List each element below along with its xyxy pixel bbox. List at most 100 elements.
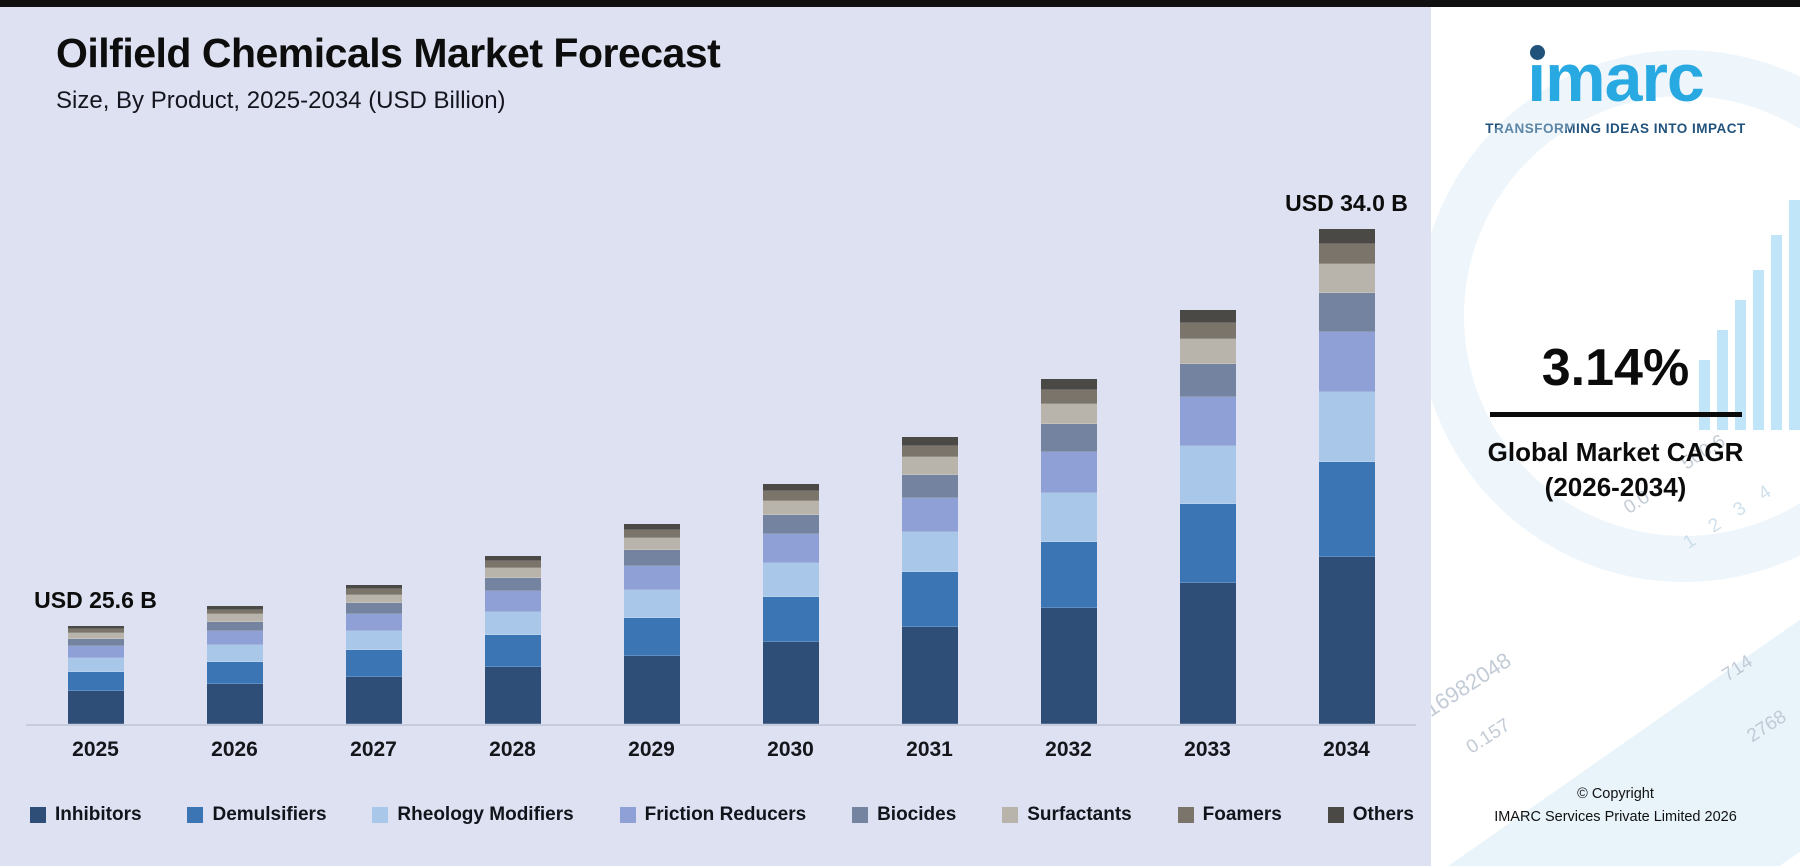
segment-inhibitors-2033 [1179, 583, 1236, 724]
segment-demulsifiers-2027 [345, 650, 402, 677]
segment-biocides-2027 [345, 602, 402, 615]
segment-friction-reducers-2027 [345, 614, 402, 632]
segment-others-2026 [206, 606, 263, 610]
segment-demulsifiers-2026 [206, 661, 263, 684]
stacked-bar-2028 [484, 556, 541, 724]
chart-header: Oilfield Chemicals Market Forecast Size,… [56, 30, 721, 115]
segment-others-2029 [623, 524, 680, 531]
segment-friction-reducers-2032 [1040, 452, 1097, 494]
segment-demulsifiers-2032 [1040, 541, 1097, 608]
segment-foamers-2026 [206, 609, 263, 615]
decor-bar [1753, 270, 1764, 430]
segment-others-2030 [762, 484, 819, 492]
segment-surfactants-2025 [67, 632, 124, 639]
x-tick-2032: 2032 [1045, 738, 1092, 761]
legend-swatch-biocides [852, 807, 869, 823]
legend-swatch-rheology-modifiers [372, 807, 389, 823]
x-tick-2029: 2029 [628, 738, 675, 761]
segment-biocides-2032 [1040, 424, 1097, 453]
bar-column-2034: USD 34.0 B [1277, 170, 1416, 724]
segment-biocides-2034 [1318, 293, 1375, 333]
legend-item-rheology-modifiers: Rheology Modifiers [372, 804, 574, 826]
segment-biocides-2028 [484, 578, 541, 592]
legend-label-foamers: Foamers [1202, 804, 1282, 825]
segment-demulsifiers-2025 [67, 671, 124, 691]
segment-inhibitors-2029 [623, 655, 680, 724]
decor-bar [1771, 235, 1782, 430]
x-tick-2027: 2027 [350, 738, 397, 761]
segment-rheology-modifiers-2031 [901, 532, 958, 573]
segment-biocides-2029 [623, 550, 680, 566]
copyright-line2: IMARC Services Private Limited 2026 [1494, 808, 1737, 825]
segment-others-2028 [484, 556, 541, 562]
legend-swatch-surfactants [1002, 807, 1019, 823]
legend-label-rheology-modifiers: Rheology Modifiers [397, 804, 574, 825]
segment-rheology-modifiers-2034 [1318, 392, 1375, 462]
segment-others-2031 [901, 437, 958, 447]
stacked-bar-2032 [1040, 379, 1097, 724]
bar-column-2029 [582, 170, 721, 724]
decor-number: 0.157 [1462, 714, 1515, 759]
legend-item-demulsifiers: Demulsifiers [187, 804, 327, 826]
top-border [0, 0, 1800, 7]
legend-item-foamers: Foamers [1177, 804, 1282, 826]
segment-surfactants-2029 [623, 538, 680, 551]
legend-item-biocides: Biocides [852, 804, 956, 826]
segment-inhibitors-2027 [345, 677, 402, 724]
segment-surfactants-2032 [1040, 403, 1097, 425]
segment-surfactants-2033 [1179, 339, 1236, 365]
segment-rheology-modifiers-2028 [484, 611, 541, 635]
legend-item-friction-reducers: Friction Reducers [619, 804, 806, 826]
decor-number: 16982048 [1431, 647, 1516, 722]
legend-item-others: Others [1327, 804, 1414, 826]
segment-inhibitors-2026 [206, 683, 263, 724]
segment-friction-reducers-2028 [484, 591, 541, 612]
legend-label-others: Others [1352, 804, 1414, 825]
segment-friction-reducers-2034 [1318, 332, 1375, 393]
segment-inhibitors-2031 [901, 626, 958, 724]
segment-foamers-2033 [1179, 322, 1236, 340]
x-tick-2028: 2028 [489, 738, 536, 761]
segment-demulsifiers-2031 [901, 572, 958, 627]
bar-column-2031 [860, 170, 999, 724]
stacked-bar-2034 [1318, 229, 1375, 724]
x-tick-2030: 2030 [767, 738, 814, 761]
segment-biocides-2031 [901, 474, 958, 499]
decor-mini-bar-chart [1699, 195, 1800, 430]
legend: Inhibitors Demulsifiers Rheology Modifiers… [30, 804, 1414, 826]
segment-others-2032 [1040, 379, 1097, 390]
cagr-value: 3.14% [1541, 339, 1690, 397]
bar-column-2027 [304, 170, 443, 724]
legend-item-inhibitors: Inhibitors [30, 804, 142, 826]
segment-rheology-modifiers-2025 [67, 658, 124, 672]
segment-surfactants-2028 [484, 568, 541, 579]
decor-bar [1699, 360, 1710, 430]
stacked-bar-2027 [345, 585, 402, 724]
decor-bar [1717, 330, 1728, 430]
segment-others-2034 [1318, 229, 1375, 244]
segment-demulsifiers-2028 [484, 634, 541, 667]
cagr-label-line2: (2026-2034) [1544, 472, 1687, 503]
segment-demulsifiers-2030 [762, 596, 819, 643]
stacked-bar-2030 [762, 484, 819, 724]
cagr-label-line1: Global Market CAGR [1487, 437, 1744, 467]
decor-bar [1735, 300, 1746, 430]
bar-column-2030 [721, 170, 860, 724]
segment-foamers-2025 [67, 629, 124, 633]
legend-item-surfactants: Surfactants [1002, 804, 1132, 826]
segment-demulsifiers-2033 [1179, 503, 1236, 584]
copyright: © Copyright IMARC Services Private Limit… [1431, 783, 1800, 828]
legend-swatch-foamers [1177, 807, 1194, 823]
segment-rheology-modifiers-2032 [1040, 493, 1097, 542]
segment-others-2025 [67, 626, 124, 630]
segment-friction-reducers-2031 [901, 498, 958, 533]
legend-swatch-inhibitors [30, 807, 46, 823]
legend-label-demulsifiers: Demulsifiers [212, 804, 327, 825]
brand-sidebar: 500.6 0.0 1 2 3 4 16982048 0.157 2768 71… [1431, 0, 1800, 866]
segment-friction-reducers-2030 [762, 534, 819, 564]
stacked-bar-2033 [1179, 310, 1236, 724]
segment-foamers-2029 [623, 530, 680, 539]
x-tick-2033: 2033 [1184, 738, 1231, 761]
stacked-bar-2029 [623, 524, 680, 724]
